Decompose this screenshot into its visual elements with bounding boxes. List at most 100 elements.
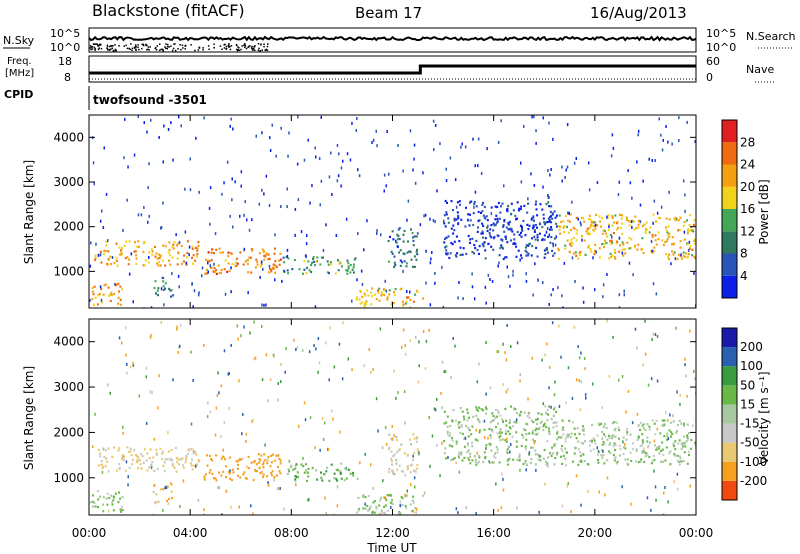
echo-cell-6	[403, 452, 406, 455]
echo-cell-1	[252, 478, 255, 482]
echo-cell-8	[659, 432, 662, 435]
echo-cell-1	[275, 474, 278, 477]
echo-cell-5	[371, 295, 373, 298]
echo-cell-8	[618, 244, 621, 247]
echo-cell-7	[484, 237, 487, 240]
echo-cell-8	[682, 459, 685, 463]
speckle-cell	[193, 289, 196, 293]
echo-cell-7	[535, 418, 537, 421]
echo-cell-8	[665, 229, 668, 232]
echo-cell-8	[655, 243, 658, 246]
speckle-cell	[430, 257, 432, 261]
echo-cell-5	[389, 494, 392, 497]
echo-cell-7	[527, 411, 530, 415]
echo-cell-2	[292, 468, 295, 471]
echo-cell-7	[556, 225, 558, 228]
speckle-cell	[402, 169, 404, 173]
speckle-cell	[130, 252, 133, 256]
echo-cell-7	[453, 240, 456, 243]
echo-cell-8	[582, 429, 585, 432]
echo-cell-8	[564, 440, 567, 443]
echo-cell-0	[100, 460, 103, 463]
speckle-cell	[447, 432, 449, 436]
speckle-cell	[222, 448, 224, 452]
echo-cell-4	[170, 483, 173, 486]
echo-cell-7	[553, 421, 556, 424]
echo-cell-8	[597, 461, 600, 464]
speckle-cell	[231, 198, 233, 202]
echo-cell-7	[450, 227, 453, 230]
echo-cell-2	[296, 471, 299, 474]
echo-cell-3	[96, 303, 99, 306]
echo-cell-8	[635, 449, 638, 452]
speckle-cell	[122, 425, 124, 429]
speckle-cell	[584, 367, 586, 371]
velocity-cbar-segment	[722, 366, 737, 386]
speckle-cell	[537, 278, 539, 282]
echo-cell-3	[119, 298, 122, 301]
echo-cell-8	[668, 257, 670, 261]
echo-cell-6	[400, 443, 403, 446]
echo-cell-1	[239, 251, 242, 254]
speckle-cell	[608, 374, 611, 378]
echo-cell-8	[570, 432, 573, 435]
echo-cell-8	[686, 219, 688, 222]
echo-cell-8	[589, 440, 591, 443]
echo-cell-7	[501, 438, 504, 441]
speckle-cell	[195, 136, 197, 140]
echo-cell-7	[540, 413, 543, 416]
speckle-cell	[485, 341, 487, 345]
speckle-cell	[262, 267, 264, 271]
echo-cell-8	[689, 245, 692, 248]
echo-cell-2	[302, 465, 305, 468]
echo-cell-8	[605, 426, 608, 430]
echo-cell-7	[534, 449, 537, 452]
echo-cell-7	[548, 432, 551, 435]
echo-cell-4	[172, 294, 175, 297]
speckle-cell	[541, 358, 543, 362]
speckle-cell	[561, 179, 563, 183]
speckle-cell	[162, 508, 164, 512]
echo-cell-7	[462, 415, 465, 418]
echo-cell-7	[543, 256, 546, 259]
noise-dot	[130, 43, 132, 45]
speckle-cell	[226, 160, 229, 164]
echo-cell-2	[322, 256, 324, 259]
echo-cell-3	[93, 285, 96, 288]
echo-cell-3	[113, 496, 116, 499]
speckle-cell	[434, 408, 437, 412]
speckle-cell	[234, 180, 236, 184]
noise-dot	[225, 47, 227, 50]
echo-cell-8	[694, 443, 696, 446]
echo-cell-7	[504, 407, 507, 411]
echo-cell-7	[524, 448, 527, 451]
echo-cell-7	[446, 425, 449, 428]
echo-cell-7	[468, 429, 471, 432]
echo-cell-7	[523, 204, 526, 207]
echo-cell-5	[370, 291, 373, 294]
echo-cell-1	[218, 272, 221, 275]
noise-dot	[161, 48, 164, 51]
speckle-cell	[322, 438, 325, 441]
echo-cell-7	[461, 253, 464, 256]
echo-cell-8	[656, 448, 659, 451]
echo-cell-8	[611, 224, 614, 227]
echo-cell-0	[192, 262, 194, 265]
echo-cell-8	[564, 214, 567, 217]
echo-cell-8	[611, 241, 614, 244]
echo-cell-2	[334, 272, 337, 275]
echo-cell-0	[168, 248, 171, 252]
echo-cell-8	[637, 424, 640, 427]
echo-cell-8	[610, 242, 613, 245]
speckle-cell	[274, 233, 276, 237]
speckle-cell	[198, 459, 200, 463]
speckle-cell	[192, 451, 195, 455]
speckle-cell	[505, 429, 507, 433]
echo-cell-7	[477, 219, 480, 223]
echo-cell-6	[396, 439, 398, 442]
speckle-cell	[384, 426, 387, 430]
speckle-cell	[218, 391, 220, 395]
echo-cell-7	[528, 453, 531, 456]
echo-cell-8	[661, 239, 664, 242]
speckle-cell	[145, 421, 148, 425]
